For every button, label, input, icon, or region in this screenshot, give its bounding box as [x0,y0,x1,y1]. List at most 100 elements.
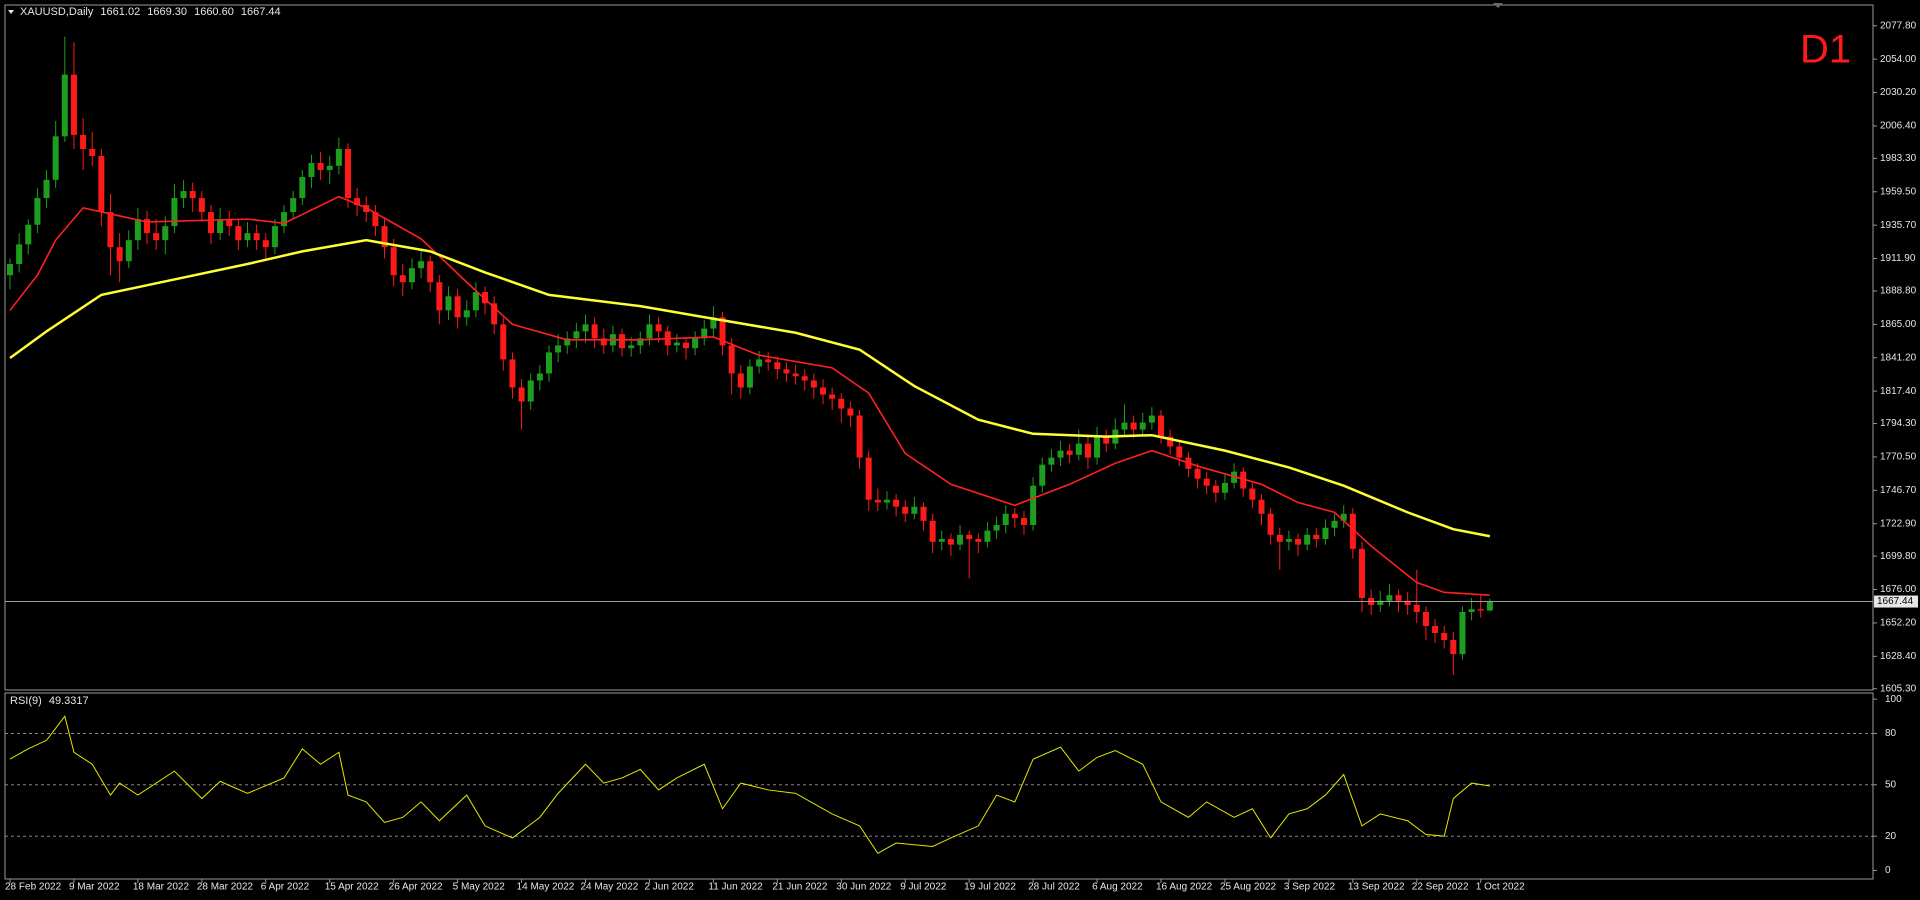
candle-body [518,387,525,402]
candle-body [966,534,973,540]
candle-body [1295,539,1302,545]
x-tick-label: 30 Jun 2022 [836,882,891,893]
candle-body [198,198,205,213]
candle-body [125,240,132,262]
x-tick-label: 6 Apr 2022 [261,882,310,893]
candle-body [911,506,918,514]
candle-body [1459,611,1466,655]
candle-body [883,499,890,503]
y-tick-label: 1841.20 [1880,352,1917,363]
candle-body [555,345,562,353]
candle-body [509,359,516,388]
candle-body [1176,446,1183,458]
candle-body [1249,488,1256,500]
candle-body [527,380,534,402]
close-label: 1667.44 [241,6,281,18]
candle-body [134,219,141,241]
candle-body [1121,422,1128,430]
x-tick-label: 16 Aug 2022 [1156,882,1213,893]
x-tick-label: 28 Mar 2022 [197,882,254,893]
candle-body [701,328,708,339]
candle-body [299,177,306,199]
y-tick-label: 1817.40 [1880,386,1917,397]
candle-body [902,506,909,514]
candle-body [180,191,187,199]
x-tick-label: 11 Jun 2022 [708,882,763,893]
candle-body [628,345,635,349]
candle-body [162,226,169,241]
candle-body [865,457,872,500]
y-tick-label: 1911.90 [1880,253,1916,264]
candle-body [262,240,269,248]
candle-body [1258,499,1265,514]
candle-body [682,342,689,349]
shift-marker[interactable] [1493,3,1503,8]
symbol-menu-arrow[interactable] [8,10,14,14]
candle-body [1441,633,1448,641]
candle-body [719,317,726,346]
candle-body [308,162,315,178]
candle-body [1130,422,1137,430]
y-tick-label: 1770.50 [1880,452,1917,463]
candle-body [1395,595,1402,601]
current-price-box [1874,595,1918,608]
candle-body [673,342,680,346]
candle-body [207,212,214,234]
y-tick-label: 1699.80 [1880,551,1917,562]
candle-body [281,212,288,227]
candle-body [984,530,991,542]
x-tick-label: 6 Aug 2022 [1092,882,1143,893]
price-panel-frame [4,4,1874,691]
candle-body [1066,450,1073,455]
candle-body [646,324,653,339]
candle-body [491,303,498,325]
symbol: XAUUSD,Daily [20,6,94,18]
candle-body [1358,548,1365,598]
candle-body [1331,520,1338,528]
candle-body [591,324,598,339]
x-tick-label: 13 Sep 2022 [1348,882,1405,893]
candle-body [1432,626,1439,634]
rsi-y-tick-label: 50 [1885,779,1897,790]
candle-body [153,233,160,241]
candle-body [710,317,717,329]
candle-body [1304,534,1311,545]
y-tick-label: 2077.80 [1880,20,1917,31]
candle-body [746,366,753,388]
candle-body [756,359,763,367]
candle-body [838,398,845,409]
y-tick-label: 2006.40 [1880,121,1917,132]
candle-body [317,162,324,171]
candle-body [856,415,863,458]
candle-body [454,296,461,318]
rsi-line [9,715,1490,854]
timeframe: D1 [1800,28,1851,72]
candle-body [271,226,278,248]
candle-body [500,324,507,360]
candle-body [107,212,114,248]
candle-body [874,499,881,503]
candle-body [171,198,178,227]
x-tick-label: 21 Jun 2022 [772,882,827,893]
y-tick-label: 2054.00 [1880,54,1917,65]
candle-body [34,198,41,225]
candle-body [1148,415,1155,423]
candle-body [244,233,251,241]
candle-body [1039,464,1046,486]
open-label: 1661.02 [100,6,140,18]
x-tick-label: 28 Feb 2022 [5,882,62,893]
candle-body [1094,436,1101,458]
x-tick-label: 2 Jun 2022 [644,882,694,893]
candle-body [1404,600,1411,605]
candle-body [354,198,361,206]
candle-body [290,198,297,213]
candle-body [1422,611,1429,627]
candle-body [847,408,854,416]
candle-body [801,376,808,381]
candle-body [929,520,936,542]
candle-body [427,261,434,283]
candle-body [993,524,1000,531]
y-tick-label: 1888.80 [1880,286,1917,297]
candle-body [335,148,342,166]
